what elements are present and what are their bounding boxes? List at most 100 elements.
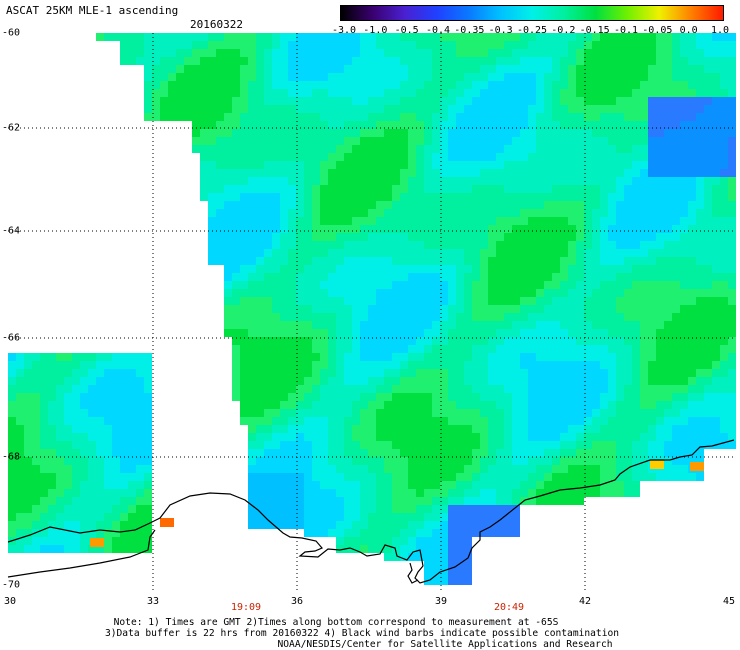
field-pixel — [56, 433, 64, 441]
field-pixel — [344, 105, 352, 113]
field-pixel — [624, 153, 632, 161]
field-pixel — [312, 377, 320, 385]
field-pixel — [360, 249, 368, 257]
field-pixel — [264, 321, 272, 329]
field-pixel — [208, 257, 216, 265]
field-pixel — [424, 417, 432, 425]
field-pixel — [440, 409, 448, 417]
field-pixel — [528, 329, 536, 337]
field-pixel — [480, 161, 488, 169]
field-pixel — [504, 281, 512, 289]
field-pixel — [464, 321, 472, 329]
field-pixel — [304, 441, 312, 449]
field-pixel — [368, 89, 376, 97]
field-pixel — [576, 81, 584, 89]
field-pixel — [536, 489, 544, 497]
field-pixel — [512, 385, 520, 393]
field-pixel — [568, 465, 576, 473]
field-pixel — [280, 73, 288, 81]
field-pixel — [488, 433, 496, 441]
field-pixel — [680, 457, 688, 465]
field-pixel — [392, 289, 400, 297]
field-pixel — [488, 305, 496, 313]
field-pixel — [456, 241, 464, 249]
field-pixel — [392, 97, 400, 105]
field-pixel — [712, 393, 720, 401]
field-pixel — [232, 153, 240, 161]
field-pixel — [392, 321, 400, 329]
field-pixel — [496, 521, 504, 529]
field-pixel — [488, 337, 496, 345]
field-pixel — [104, 521, 112, 529]
field-pixel — [256, 129, 264, 137]
field-pixel — [672, 433, 680, 441]
field-pixel — [272, 201, 280, 209]
field-pixel — [720, 337, 728, 345]
field-pixel — [312, 169, 320, 177]
field-pixel — [176, 33, 184, 41]
field-pixel — [56, 481, 64, 489]
field-pixel — [496, 473, 504, 481]
field-pixel — [640, 169, 648, 177]
field-pixel — [640, 305, 648, 313]
field-pixel — [632, 441, 640, 449]
field-pixel — [392, 177, 400, 185]
field-pixel — [704, 273, 712, 281]
field-pixel — [704, 129, 712, 137]
field-pixel — [152, 81, 160, 89]
field-pixel — [728, 81, 736, 89]
field-pixel — [216, 185, 224, 193]
field-pixel — [192, 57, 200, 65]
field-pixel — [384, 489, 392, 497]
field-pixel — [464, 273, 472, 281]
field-pixel — [392, 249, 400, 257]
field-pixel — [120, 49, 128, 57]
field-pixel — [296, 113, 304, 121]
field-pixel — [712, 433, 720, 441]
field-pixel — [600, 289, 608, 297]
field-pixel — [432, 353, 440, 361]
field-pixel — [408, 81, 416, 89]
field-pixel — [512, 185, 520, 193]
field-pixel — [448, 553, 456, 561]
field-pixel — [496, 209, 504, 217]
field-pixel — [248, 161, 256, 169]
field-pixel — [248, 153, 256, 161]
field-pixel — [624, 281, 632, 289]
field-pixel — [664, 249, 672, 257]
field-pixel — [48, 361, 56, 369]
field-pixel — [472, 489, 480, 497]
field-pixel — [464, 513, 472, 521]
color-scale-tick-label: -3.0 — [331, 25, 357, 36]
field-pixel — [264, 49, 272, 57]
field-pixel — [384, 401, 392, 409]
field-pixel — [536, 369, 544, 377]
field-pixel — [448, 441, 456, 449]
field-pixel — [224, 177, 232, 185]
field-pixel — [544, 49, 552, 57]
field-pixel — [304, 137, 312, 145]
field-pixel — [312, 145, 320, 153]
field-pixel — [352, 313, 360, 321]
field-pixel — [488, 129, 496, 137]
field-pixel — [464, 353, 472, 361]
field-pixel — [424, 545, 432, 553]
field-pixel — [616, 33, 624, 41]
field-pixel — [416, 169, 424, 177]
field-pixel — [576, 441, 584, 449]
field-pixel — [96, 441, 104, 449]
field-pixel — [320, 281, 328, 289]
field-pixel — [520, 153, 528, 161]
field-pixel — [696, 225, 704, 233]
field-pixel — [472, 497, 480, 505]
field-pixel — [72, 433, 80, 441]
field-pixel — [704, 281, 712, 289]
field-pixel — [128, 489, 136, 497]
field-pixel — [464, 73, 472, 81]
field-pixel — [624, 233, 632, 241]
field-pixel — [440, 257, 448, 265]
field-pixel — [312, 233, 320, 241]
field-pixel — [368, 97, 376, 105]
field-pixel — [456, 409, 464, 417]
field-pixel — [296, 265, 304, 273]
